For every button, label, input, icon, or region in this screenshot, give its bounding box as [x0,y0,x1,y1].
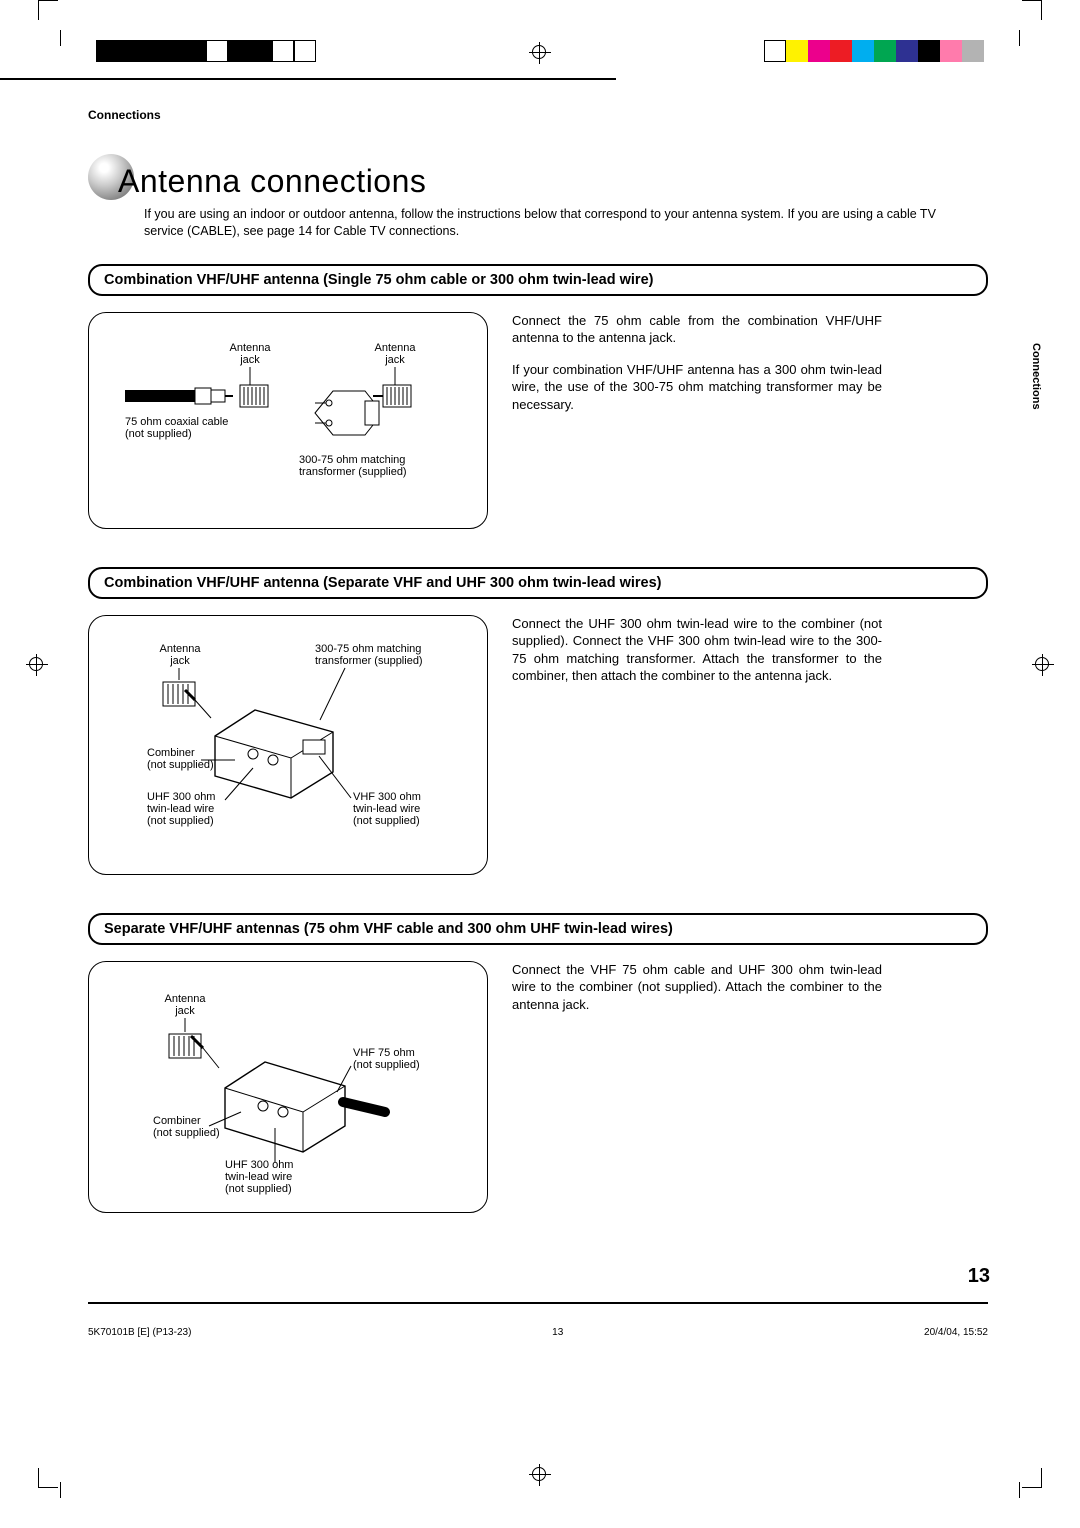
block2-text: Connect the UHF 300 ohm twin-lead wire t… [512,615,882,699]
svg-text:Antennajack: Antennajack [375,342,417,366]
bottom-rule [88,1302,988,1304]
footer: 5K70101B [E] (P13-23) 13 20/4/04, 15:52 [88,1327,988,1338]
diagram-box-1: Antennajack [88,312,488,529]
block3-heading: Separate VHF/UHF antennas (75 ohm VHF ca… [88,913,988,945]
svg-text:VHF 300 ohmtwin-lead wire(not: VHF 300 ohmtwin-lead wire(not supplied) [353,791,421,827]
intro-text: If you are using an indoor or outdoor an… [144,206,964,240]
registration-mark-right [1032,654,1054,676]
crop-mark-tr [1022,0,1042,20]
svg-text:UHF 300 ohmtwin-lead wire(not: UHF 300 ohmtwin-lead wire(not supplied) [225,1159,293,1195]
svg-text:Antennajack: Antennajack [160,643,202,667]
crop-mark-br [1022,1468,1042,1488]
svg-text:Antennajack: Antennajack [230,342,272,366]
footer-left: 5K70101B [E] (P13-23) [88,1327,191,1338]
block1-text: Connect the 75 ohm cable from the combin… [512,312,882,428]
svg-text:VHF 75 ohm(not supplied): VHF 75 ohm(not supplied) [353,1047,420,1071]
section-label: Connections [88,108,988,122]
tick-mark [60,1482,61,1498]
tick-mark [60,30,61,46]
sidebar-label: Connections [1030,343,1042,410]
block1-heading: Combination VHF/UHF antenna (Single 75 o… [88,264,988,296]
svg-text:Combiner(not supplied): Combiner(not supplied) [147,747,214,771]
crop-mark-bl [38,1468,58,1488]
diagram-box-2: Antennajack 300-75 ohm matchingtransform… [88,615,488,875]
registration-mark-bottom [529,1464,551,1486]
registration-mark-left [26,654,48,676]
color-calibration-bars [764,40,984,62]
svg-text:Combiner(not supplied): Combiner(not supplied) [153,1115,220,1139]
footer-center: 13 [552,1327,563,1338]
page-number: 13 [968,1265,990,1288]
bw-calibration-squares [96,40,316,62]
block3-text: Connect the VHF 75 ohm cable and UHF 300… [512,961,882,1028]
svg-text:75 ohm coaxial cable(not suppl: 75 ohm coaxial cable(not supplied) [125,416,228,440]
svg-text:Antennajack: Antennajack [165,993,207,1017]
svg-text:300-75 ohm matchingtransformer: 300-75 ohm matchingtransformer (supplied… [315,643,423,667]
registration-mark-top [529,42,551,64]
tick-mark [1019,30,1020,46]
svg-text:300-75 ohm matchingtransformer: 300-75 ohm matchingtransformer (supplied… [299,454,407,478]
svg-text:UHF 300 ohmtwin-lead wire(not: UHF 300 ohmtwin-lead wire(not supplied) [147,791,215,827]
block2-heading: Combination VHF/UHF antenna (Separate VH… [88,567,988,599]
top-rule [0,78,616,80]
page-title: Antenna connections [118,163,426,200]
diagram-box-3: Antennajack [88,961,488,1213]
tick-mark [1019,1482,1020,1498]
crop-mark-tl [38,0,58,20]
footer-right: 20/4/04, 15:52 [924,1327,988,1338]
